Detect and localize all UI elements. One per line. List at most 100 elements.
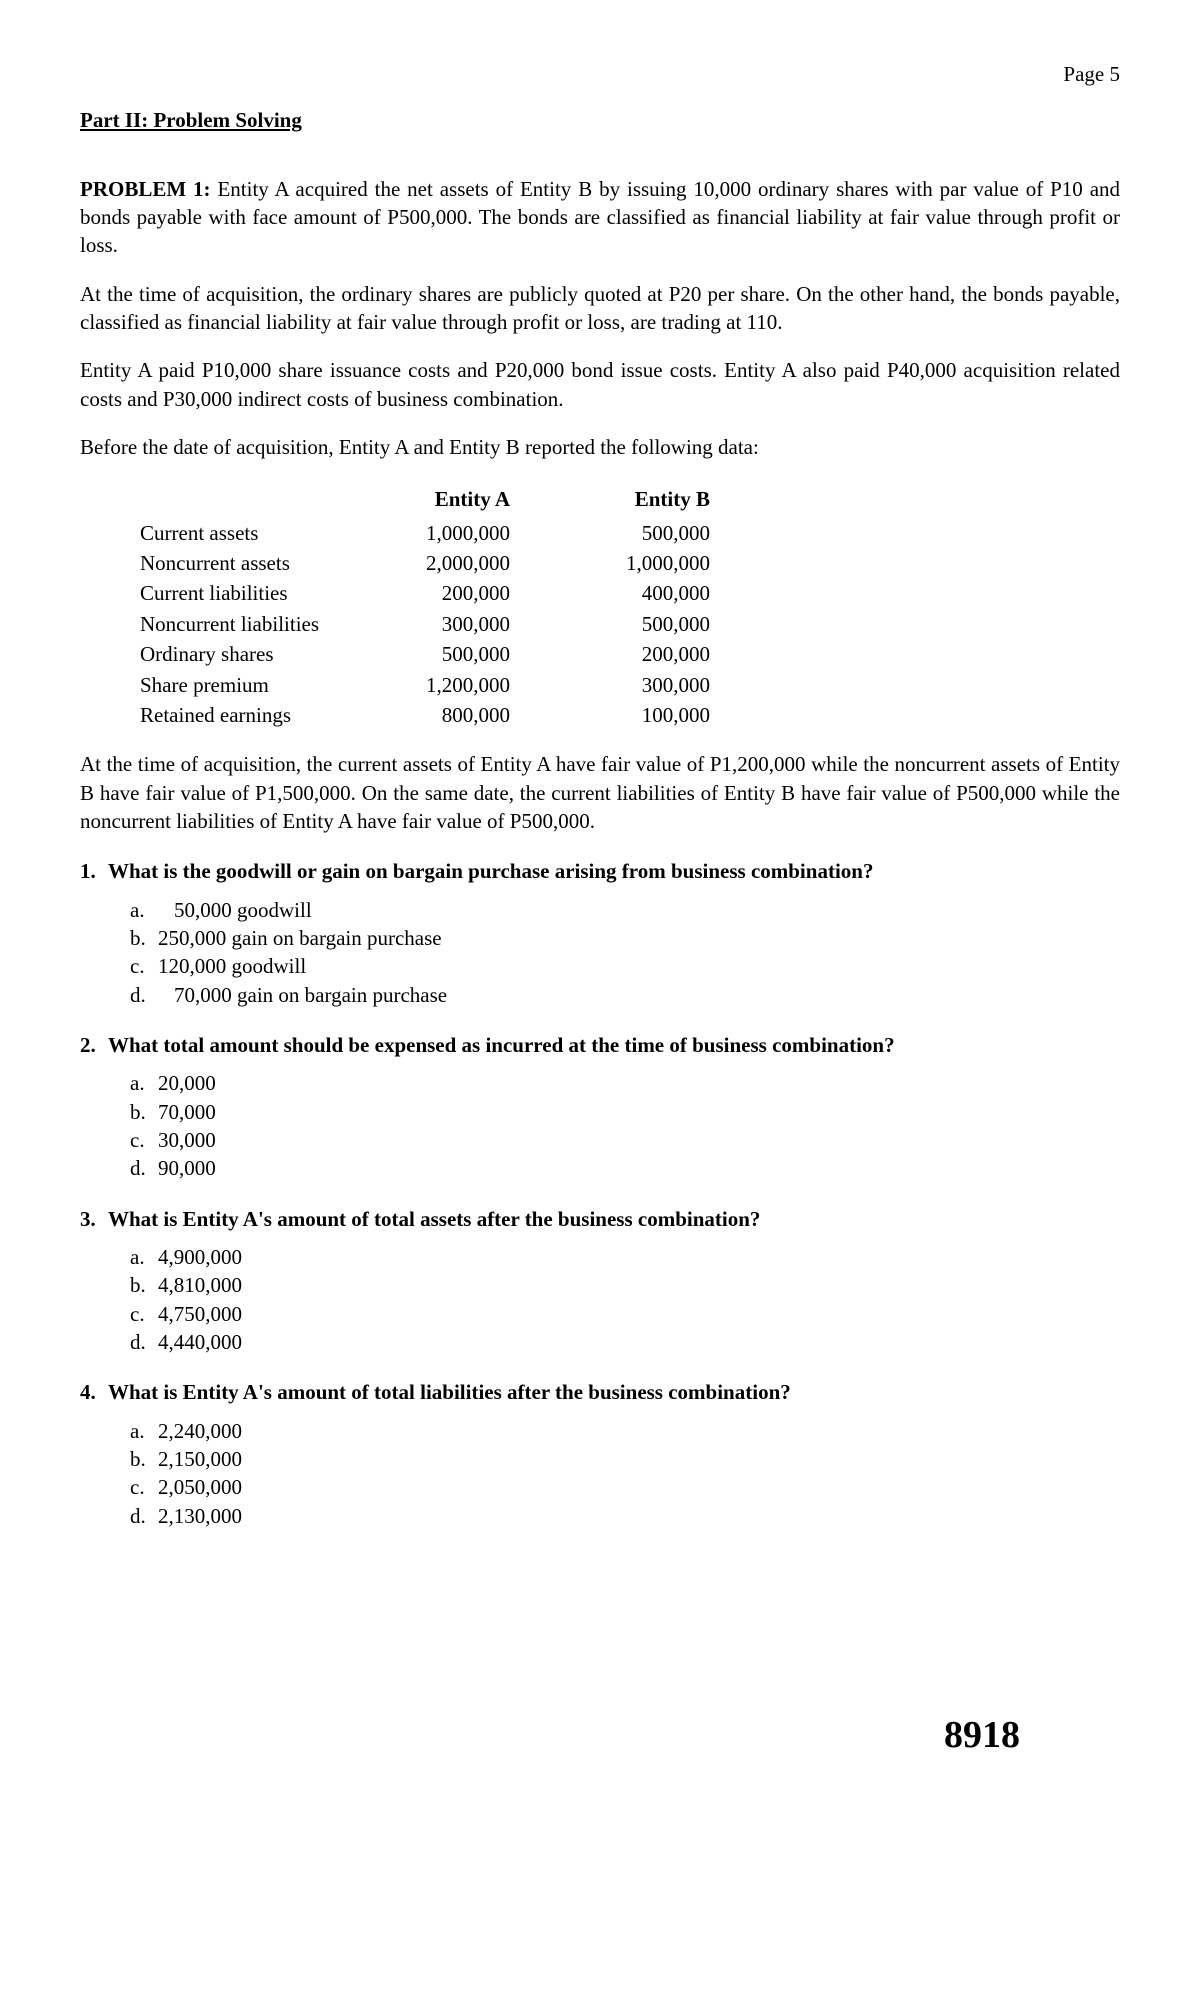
option: d.70,000 gain on bargain purchase	[130, 981, 1120, 1009]
option-letter: d.	[130, 981, 158, 1009]
row-value-a: 1,000,000	[360, 518, 510, 548]
option: c.30,000	[130, 1126, 1120, 1154]
option-text: 2,150,000	[158, 1445, 242, 1473]
row-value-b: 400,000	[510, 578, 710, 608]
option-text: 90,000	[158, 1154, 216, 1182]
row-value-b: 100,000	[510, 700, 710, 730]
option-letter: a.	[130, 1417, 158, 1445]
option-text: 120,000 goodwill	[158, 952, 306, 980]
option: d.4,440,000	[130, 1328, 1120, 1356]
row-value-a: 300,000	[360, 609, 510, 639]
row-value-b: 1,000,000	[510, 548, 710, 578]
row-value-b: 500,000	[510, 609, 710, 639]
option-text: 4,810,000	[158, 1271, 242, 1299]
data-table-wrap: Entity A Entity B Current assets1,000,00…	[140, 481, 1120, 730]
para-3: Entity A paid P10,000 share issuance cos…	[80, 356, 1120, 413]
question-number: 2.	[80, 1031, 108, 1059]
option-letter: a.	[130, 1069, 158, 1097]
option: d.2,130,000	[130, 1502, 1120, 1530]
option-text: 30,000	[158, 1126, 216, 1154]
row-label: Noncurrent liabilities	[140, 609, 360, 639]
option-text: 2,240,000	[158, 1417, 242, 1445]
options-list: a.50,000 goodwillb.250,000 gain on barga…	[130, 896, 1120, 1009]
option-text: 70,000	[158, 1098, 216, 1126]
table-header-row: Entity A Entity B	[140, 481, 710, 517]
option-letter: a.	[130, 1243, 158, 1271]
option-letter: d.	[130, 1502, 158, 1530]
row-value-b: 200,000	[510, 639, 710, 669]
option-letter: c.	[130, 1126, 158, 1154]
option-text: 70,000 gain on bargain purchase	[158, 981, 447, 1009]
question-number: 1.	[80, 857, 108, 885]
question: 1.What is the goodwill or gain on bargai…	[80, 857, 1120, 885]
option: a.20,000	[130, 1069, 1120, 1097]
row-value-a: 500,000	[360, 639, 510, 669]
row-label: Current assets	[140, 518, 360, 548]
row-value-b: 300,000	[510, 670, 710, 700]
questions-block: 1.What is the goodwill or gain on bargai…	[80, 857, 1120, 1530]
option: a.50,000 goodwill	[130, 896, 1120, 924]
question: 2.What total amount should be expensed a…	[80, 1031, 1120, 1059]
question-text: What is Entity A's amount of total asset…	[108, 1205, 1116, 1233]
option: c.4,750,000	[130, 1300, 1120, 1328]
option: b.250,000 gain on bargain purchase	[130, 924, 1120, 952]
option-text: 4,440,000	[158, 1328, 242, 1356]
row-value-a: 1,200,000	[360, 670, 510, 700]
option: a.2,240,000	[130, 1417, 1120, 1445]
option: d.90,000	[130, 1154, 1120, 1182]
option-letter: a.	[130, 896, 158, 924]
page-container: Page 5 Part II: Problem Solving PROBLEM …	[80, 60, 1120, 1936]
table-row: Ordinary shares500,000200,000	[140, 639, 710, 669]
row-label: Current liabilities	[140, 578, 360, 608]
option-text: 2,130,000	[158, 1502, 242, 1530]
option: a.4,900,000	[130, 1243, 1120, 1271]
option: c.2,050,000	[130, 1473, 1120, 1501]
option-letter: b.	[130, 924, 158, 952]
option-letter: d.	[130, 1154, 158, 1182]
question-number: 3.	[80, 1205, 108, 1233]
option-letter: c.	[130, 1300, 158, 1328]
footer-page-code: 8918	[944, 1710, 1020, 1761]
problem-label: PROBLEM 1:	[80, 177, 211, 201]
section-title: Part II: Problem Solving	[80, 106, 1120, 134]
option: b.70,000	[130, 1098, 1120, 1126]
table-row: Current assets1,000,000500,000	[140, 518, 710, 548]
option-letter: b.	[130, 1445, 158, 1473]
option-text: 4,750,000	[158, 1300, 242, 1328]
row-value-a: 2,000,000	[360, 548, 510, 578]
row-value-b: 500,000	[510, 518, 710, 548]
row-label: Noncurrent assets	[140, 548, 360, 578]
option-text: 50,000 goodwill	[158, 896, 312, 924]
option-letter: b.	[130, 1271, 158, 1299]
entity-data-table: Entity A Entity B Current assets1,000,00…	[140, 481, 710, 730]
table-row: Noncurrent liabilities300,000500,000	[140, 609, 710, 639]
option-letter: c.	[130, 952, 158, 980]
option-text: 250,000 gain on bargain purchase	[158, 924, 442, 952]
table-body: Current assets1,000,000500,000Noncurrent…	[140, 518, 710, 730]
row-label: Ordinary shares	[140, 639, 360, 669]
row-label: Share premium	[140, 670, 360, 700]
question: 3.What is Entity A's amount of total ass…	[80, 1205, 1120, 1233]
table-row: Retained earnings800,000100,000	[140, 700, 710, 730]
col-header-b: Entity B	[510, 481, 710, 517]
col-header-a: Entity A	[360, 481, 510, 517]
options-list: a.20,000b.70,000c.30,000d.90,000	[130, 1069, 1120, 1182]
table-row: Share premium1,200,000300,000	[140, 670, 710, 700]
para-4: Before the date of acquisition, Entity A…	[80, 433, 1120, 461]
row-label: Retained earnings	[140, 700, 360, 730]
table-row: Current liabilities200,000400,000	[140, 578, 710, 608]
question-text: What is Entity A's amount of total liabi…	[108, 1378, 1116, 1406]
row-value-a: 800,000	[360, 700, 510, 730]
option-letter: d.	[130, 1328, 158, 1356]
para1-text: Entity A acquired the net assets of Enti…	[80, 177, 1120, 258]
empty-header	[140, 481, 360, 517]
option-letter: b.	[130, 1098, 158, 1126]
option: c.120,000 goodwill	[130, 952, 1120, 980]
question-text: What is the goodwill or gain on bargain …	[108, 857, 1116, 885]
question-text: What total amount should be expensed as …	[108, 1031, 1116, 1059]
option-text: 2,050,000	[158, 1473, 242, 1501]
para-5: At the time of acquisition, the current …	[80, 750, 1120, 835]
option-letter: c.	[130, 1473, 158, 1501]
question-number: 4.	[80, 1378, 108, 1406]
para-2: At the time of acquisition, the ordinary…	[80, 280, 1120, 337]
